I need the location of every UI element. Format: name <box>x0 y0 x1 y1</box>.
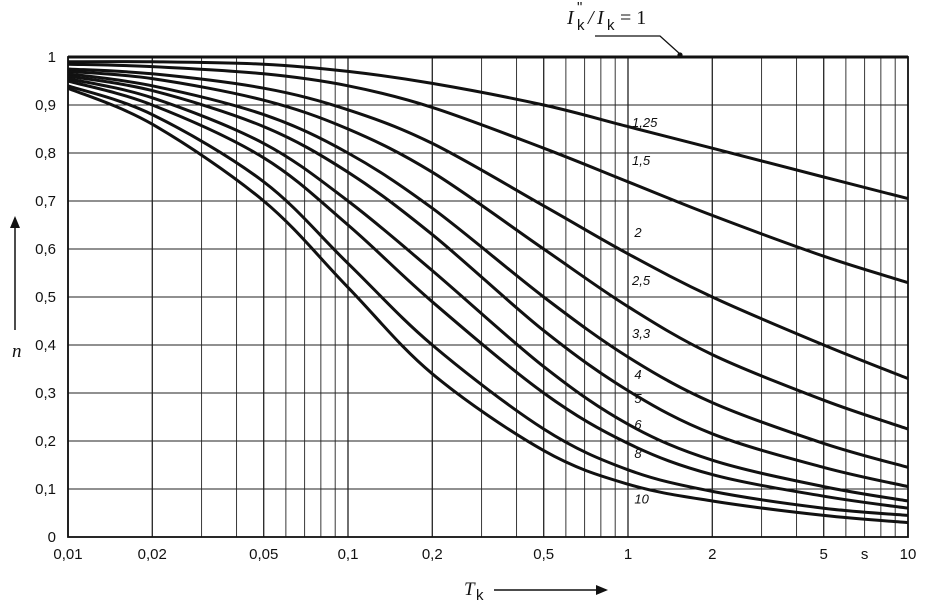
x-tick-label: 0,2 <box>422 546 443 563</box>
curve-label-2: 2 <box>633 225 642 240</box>
y-tick-label: 0,8 <box>35 145 56 162</box>
curve-label-2-5: 2,5 <box>631 273 651 288</box>
y-tick-label: 0,5 <box>35 289 56 306</box>
x-tick-label: 0,5 <box>533 546 554 563</box>
grid-layer <box>67 56 909 538</box>
ratio-label-numerator-sub: k <box>577 17 585 34</box>
x-tick-label: 10 <box>900 546 917 563</box>
curve-label-6: 6 <box>634 417 642 432</box>
y-tick-label: 0,2 <box>35 433 56 450</box>
y-tick-label: 0,9 <box>35 97 56 114</box>
y-tick-label: 0 <box>48 529 56 546</box>
series-curve-10 <box>67 86 909 525</box>
curve-label-10: 10 <box>634 492 649 507</box>
ratio-label-numerator-sup: " <box>577 0 582 16</box>
series-curve-2 <box>67 67 909 380</box>
curve-label-4: 4 <box>634 367 641 382</box>
series-curve-4 <box>67 74 909 489</box>
curve-label-1-25: 1,25 <box>632 115 658 130</box>
x-tick-label: 0,02 <box>138 546 167 563</box>
x-tick-label: 0,1 <box>338 546 359 563</box>
x-unit-label: s <box>861 546 869 563</box>
series-curve-5 <box>67 77 909 503</box>
x-tick-label: 0,05 <box>249 546 278 563</box>
tick-layer: 0,01 0,02 0,05 0,1 0,2 0,5 1 2 5 10 s 0 0,1 0,2 0,3 0,4… <box>35 49 916 563</box>
ratio-label-leader <box>595 35 681 55</box>
label-layer: 1,25 1,5 2 2,5 3,3 4 5 6 8 10 <box>631 115 658 507</box>
x-axis-title-sub: k <box>476 587 484 604</box>
x-tick-label: 1 <box>624 546 632 563</box>
x-tick-label: 0,01 <box>53 546 82 563</box>
curve-label-5: 5 <box>634 391 642 406</box>
ratio-label-denominator-sub: k <box>607 17 615 34</box>
y-tick-label: 0,3 <box>35 385 56 402</box>
ratio-label-denominator: I <box>596 7 605 29</box>
ratio-label-numerator: I <box>566 7 575 29</box>
y-tick-label: 1 <box>48 49 56 66</box>
y-tick-label: 0,1 <box>35 481 56 498</box>
curve-label-1-5: 1,5 <box>632 153 651 168</box>
series-curve-1-5 <box>67 62 909 285</box>
curve-layer <box>67 55 909 525</box>
series-curve-1-25 <box>67 60 909 201</box>
y-tick-label: 0,7 <box>35 193 56 210</box>
x-tick-label: 2 <box>708 546 716 563</box>
y-tick-label: 0,4 <box>35 337 56 354</box>
series-curve-3-3 <box>67 72 909 469</box>
x-axis-title: T <box>464 579 476 600</box>
y-tick-label: 0,6 <box>35 241 56 258</box>
series-curve-2-5 <box>67 69 909 431</box>
series-curve-6 <box>67 79 909 510</box>
ratio-label-slash: / <box>587 7 596 29</box>
curve-label-8: 8 <box>634 446 642 461</box>
series-curve-8 <box>67 84 909 517</box>
y-axis-title: n <box>12 341 22 362</box>
ratio-label-dot <box>677 52 683 58</box>
ratio-label-suffix: = 1 <box>620 7 646 29</box>
x-tick-label: 5 <box>820 546 828 563</box>
curve-label-3-3: 3,3 <box>632 326 651 341</box>
